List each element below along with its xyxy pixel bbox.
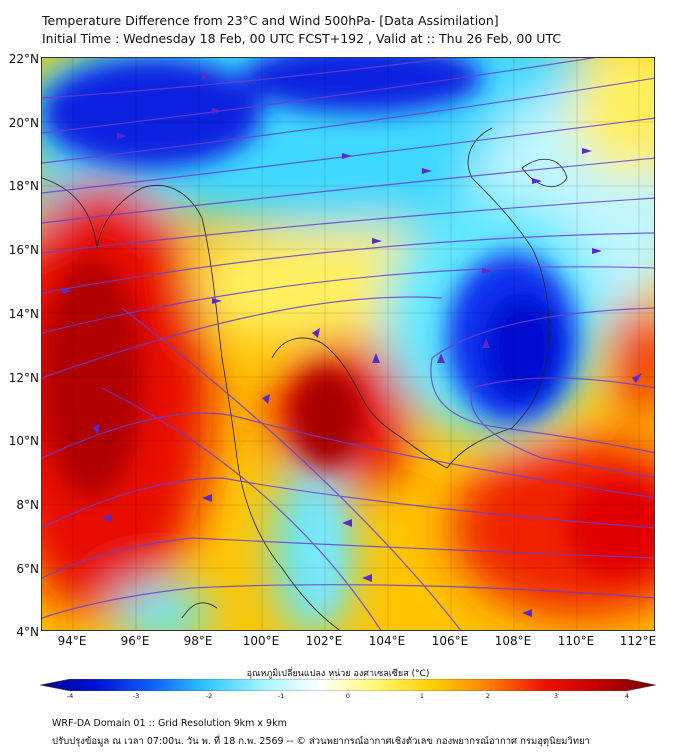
lat-label: 6°N	[16, 562, 39, 576]
colorbar-title: อุณหภูมิเปลี่ยนแปลง หน่วย องศาเซลเซียส (…	[246, 669, 430, 679]
lat-label: 20°N	[8, 116, 39, 130]
footer-model-info: WRF-DA Domain 01 :: Grid Resolution 9km …	[52, 718, 287, 729]
lon-label: 102°E	[305, 634, 343, 648]
lat-label: 4°N	[16, 625, 39, 639]
lon-label: 108°E	[494, 634, 532, 648]
lat-label: 14°N	[8, 307, 39, 321]
lat-label: 12°N	[8, 371, 39, 385]
wind-arrows	[62, 73, 642, 617]
colorbar-tick: -4	[66, 692, 74, 700]
colorbar-tick: -1	[277, 692, 285, 700]
colorbar-tick: 0	[345, 692, 351, 700]
lon-label: 104°E	[368, 634, 406, 648]
lon-label: 110°E	[557, 634, 595, 648]
lat-label: 18°N	[8, 179, 39, 193]
lon-label: 94°E	[57, 634, 87, 648]
lon-label: 96°E	[120, 634, 150, 648]
colorbar-tick: 2	[485, 692, 491, 700]
lon-label: 98°E	[183, 634, 213, 648]
colorbar-tick: 1	[419, 692, 425, 700]
lat-label: 22°N	[8, 52, 39, 66]
chart-subtitle: Initial Time : Wednesday 18 Feb, 00 UTC …	[42, 31, 562, 46]
temperature-field	[42, 58, 654, 630]
temperature-wind-map	[41, 57, 655, 631]
footer-credit: ปรับปรุงข้อมูล ณ เวลา 07:00น. วัน พ. ที่…	[52, 736, 590, 747]
wind-streamlines	[42, 58, 654, 630]
lat-label: 16°N	[8, 243, 39, 257]
lon-label: 106°E	[431, 634, 469, 648]
lon-label: 100°E	[242, 634, 280, 648]
colorbar-tick: 3	[553, 692, 559, 700]
lat-label: 10°N	[8, 434, 39, 448]
colorbar	[40, 679, 656, 691]
colorbar-tick: -3	[132, 692, 140, 700]
lat-label: 8°N	[16, 498, 39, 512]
colorbar-tick: 4	[624, 692, 630, 700]
colorbar-tick: -2	[205, 692, 213, 700]
chart-title: Temperature Difference from 23°C and Win…	[42, 13, 499, 28]
map-svg	[42, 58, 654, 630]
lon-label: 112°E	[619, 634, 657, 648]
